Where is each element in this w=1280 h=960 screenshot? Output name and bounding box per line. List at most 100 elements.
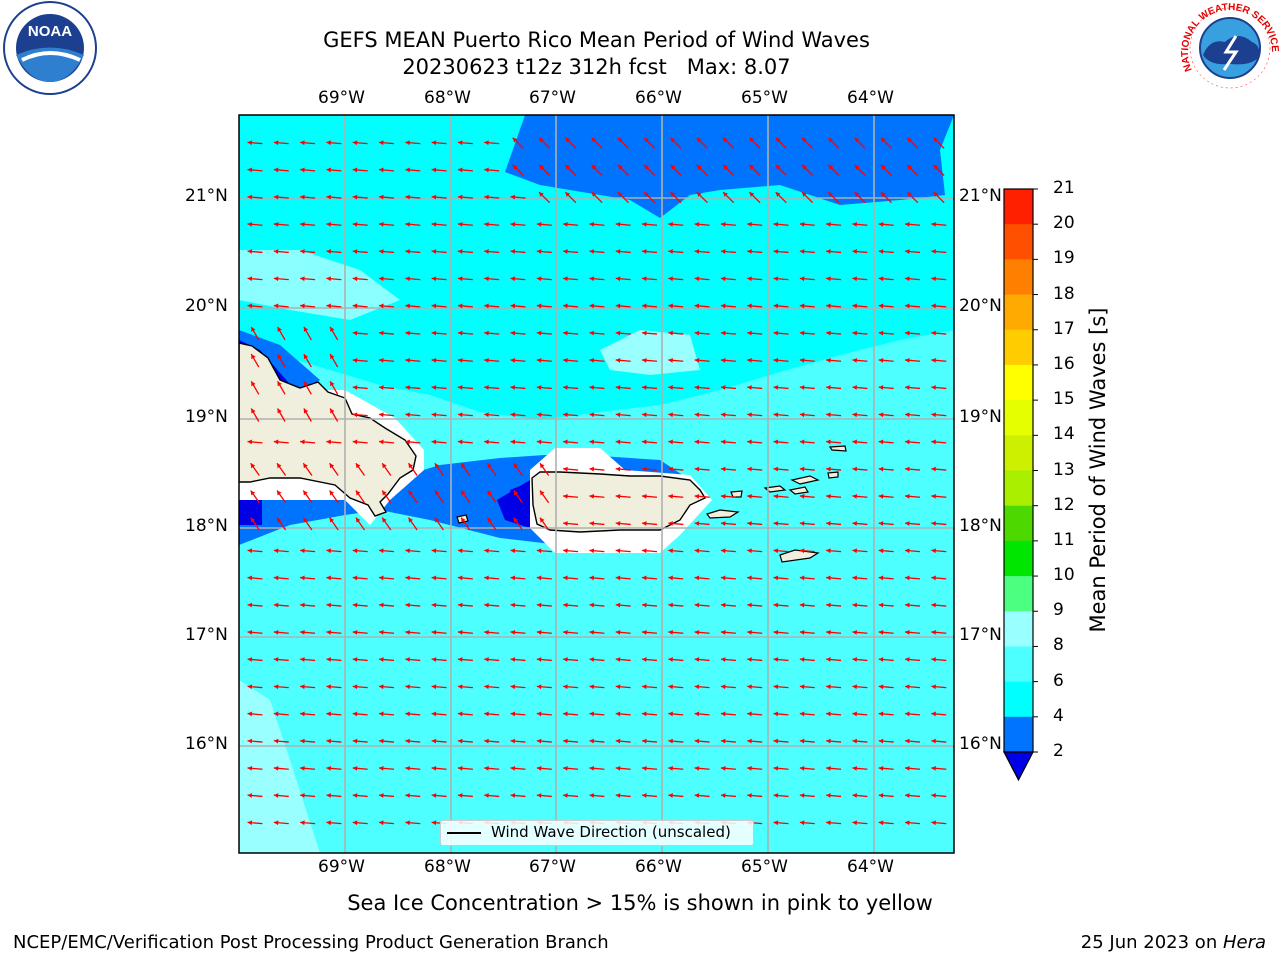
- wave-direction-arrowhead: [905, 221, 910, 227]
- wave-direction-arrowhead: [668, 738, 673, 744]
- wave-direction-arrowhead: [326, 575, 332, 581]
- wave-direction-arrowhead: [615, 330, 621, 336]
- wave-direction-arrowhead: [431, 684, 437, 690]
- wave-direction-arrowhead: [852, 629, 858, 635]
- wave-direction-arrowhead: [668, 412, 673, 418]
- wave-direction-arrowhead: [352, 684, 358, 690]
- colorbar-tick-label: 2: [1053, 741, 1064, 761]
- wave-direction-arrowhead: [696, 137, 702, 143]
- wave-direction-arrowhead: [484, 575, 489, 581]
- wave-direction-arrowhead: [251, 408, 256, 414]
- wave-direction-arrowhead: [878, 439, 884, 445]
- wave-direction-arrowhead: [589, 629, 595, 635]
- wave-direction-arrowhead: [379, 602, 384, 608]
- wave-direction-arrowhead: [799, 575, 805, 581]
- wave-direction-arrowhead: [642, 412, 647, 418]
- wave-direction-arrowhead: [300, 575, 305, 581]
- wave-direction-arrowhead: [933, 137, 939, 143]
- wave-direction-arrowhead: [720, 793, 726, 798]
- wave-direction-arrowhead: [589, 711, 595, 717]
- wave-direction-arrowhead: [563, 738, 568, 744]
- wave-direction-arrowhead: [799, 493, 805, 499]
- wave-direction-arrowhead: [273, 140, 279, 146]
- wave-direction-arrowhead: [303, 490, 308, 496]
- wave-direction-arrowhead: [668, 521, 673, 526]
- wave-direction-arrowhead: [668, 765, 673, 771]
- wave-direction-arrowhead: [563, 303, 568, 309]
- wave-direction-arrowhead: [457, 276, 463, 282]
- wave-direction-arrowhead: [431, 385, 437, 390]
- wave-direction-arrowhead: [273, 439, 279, 445]
- wave-direction-arrowhead: [720, 412, 726, 418]
- wave-direction-arrowhead: [457, 249, 463, 254]
- wave-direction-arrowhead: [276, 463, 282, 469]
- wave-direction-arrowhead: [747, 330, 752, 336]
- colorbar-swatch: [1004, 505, 1033, 542]
- wave-direction-arrowhead: [642, 439, 647, 445]
- wave-direction-arrowhead: [589, 493, 595, 499]
- colorbar-tick-label: 18: [1053, 283, 1075, 304]
- wave-direction-arrowhead: [931, 521, 936, 526]
- wave-direction-arrowhead: [826, 303, 831, 309]
- wave-direction-arrowhead: [773, 657, 779, 662]
- wave-direction-arrowhead: [773, 249, 779, 254]
- wave-direction-arrowhead: [878, 548, 884, 554]
- wave-direction-arrowhead: [799, 249, 805, 254]
- wave-direction-arrowhead: [852, 711, 858, 717]
- wave-direction-arrowhead: [852, 412, 858, 418]
- wave-direction-arrowhead: [510, 303, 516, 309]
- colorbar-tick-label: 20: [1053, 213, 1075, 234]
- wave-direction-arrowhead: [694, 466, 700, 472]
- wave-direction-arrowhead: [247, 657, 253, 662]
- wave-direction-arrowhead: [826, 493, 831, 499]
- wave-direction-arrowhead: [749, 192, 755, 197]
- wave-direction-arrowhead: [642, 793, 647, 798]
- wave-direction-arrowhead: [828, 164, 834, 170]
- wave-direction-arrowhead: [536, 385, 542, 390]
- wave-direction-arrowhead: [668, 629, 673, 635]
- wave-direction-arrowhead: [379, 412, 384, 418]
- wave-direction-arrowhead: [326, 167, 332, 173]
- wave-direction-arrowhead: [352, 629, 358, 635]
- lon-tick-bottom: 68°W: [424, 857, 471, 877]
- wave-direction-arrowhead: [694, 385, 700, 390]
- wave-direction-arrowhead: [330, 326, 335, 332]
- nws-logo: [1186, 4, 1274, 92]
- wave-direction-arrowhead: [379, 820, 384, 826]
- colorbar-tick-label: 15: [1053, 389, 1075, 410]
- wave-direction-arrowhead: [747, 303, 752, 309]
- wave-direction-arrowhead: [352, 765, 358, 771]
- wave-direction-arrowhead: [300, 629, 305, 635]
- wave-direction-arrowhead: [487, 517, 492, 523]
- wave-direction-arrowhead: [273, 249, 279, 254]
- map-frame: [238, 114, 955, 854]
- wave-direction-arrowhead: [694, 276, 700, 282]
- wave-direction-arrowhead: [799, 765, 805, 771]
- wave-direction-arrowhead: [828, 137, 834, 143]
- wave-direction-arrowhead: [484, 194, 489, 200]
- wave-direction-arrowhead: [799, 684, 805, 690]
- wave-direction-arrowhead: [484, 276, 489, 282]
- wave-direction-arrowhead: [668, 221, 673, 227]
- wave-direction-arrowhead: [326, 548, 332, 554]
- wave-direction-arrowhead: [563, 493, 568, 499]
- wave-direction-arrowhead: [799, 276, 805, 282]
- wave-direction-arrowhead: [747, 602, 752, 608]
- wave-direction-arrowhead: [247, 765, 253, 771]
- wave-direction-arrowhead: [799, 657, 805, 662]
- wave-direction-arrowhead: [694, 629, 700, 635]
- land-vieques: [706, 509, 740, 519]
- wave-direction-arrowhead: [826, 657, 831, 662]
- wave-direction-arrowhead: [720, 575, 726, 581]
- footer-date: 25 Jun 2023 on Hera: [1081, 932, 1266, 953]
- wave-direction-arrowhead: [615, 602, 621, 608]
- wave-direction-arrowhead: [799, 738, 805, 744]
- wave-direction-arrowhead: [773, 575, 779, 581]
- wave-direction-arrowhead: [300, 221, 305, 227]
- wave-direction-arrowhead: [749, 137, 755, 143]
- wave-direction-arrowhead: [931, 548, 936, 554]
- wave-direction-arrowhead: [694, 711, 700, 717]
- band-8-9-patch-c: [239, 680, 320, 853]
- colorbar-tick-label: 6: [1053, 670, 1064, 691]
- wave-direction-arrowhead: [457, 629, 463, 635]
